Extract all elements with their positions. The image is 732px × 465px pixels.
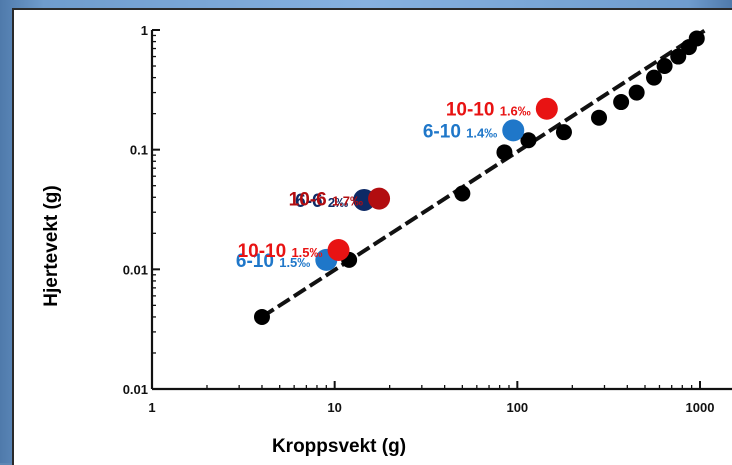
highlight-label: 6-10 1.5‰ <box>236 251 310 272</box>
scatter-chart: 0.010.010.111 10 100 1000 6-10 1.5‰10-10 1.… <box>123 23 732 415</box>
data-point <box>628 84 645 101</box>
x-tick-label: 1 <box>148 400 155 415</box>
highlight-group-label: 6-6 <box>295 191 328 212</box>
highlight-point <box>368 187 391 210</box>
data-point <box>613 94 630 111</box>
highlight-group-label: 10-10 <box>238 241 292 262</box>
data-point <box>496 144 513 161</box>
highlight-label: 6-10 1.4‰ <box>423 121 497 142</box>
data-point <box>591 109 608 126</box>
data-points <box>253 30 705 325</box>
highlight-label: 6-6 2‰ <box>295 191 348 212</box>
chart-panel: 0.01 0.01 0.1 1 1 10 100 1000 6-10 1.5‰ 10-10 1.… <box>12 8 732 465</box>
x-tick-label: 100 <box>506 400 528 415</box>
y-tick-label: 0.01 <box>123 382 148 397</box>
highlight-group-label: 6-10 <box>236 251 279 272</box>
highlight-point <box>535 97 558 120</box>
y-axis-label: Hjertevekt (g) <box>41 185 62 307</box>
highlight-label: 10-10 1.5‰ <box>238 241 323 262</box>
axes: 0.01 0.01 0.1 1 1 10 100 1000 <box>123 23 732 415</box>
highlight-ratio-label: 1.6‰ <box>500 104 531 119</box>
data-point <box>520 132 537 149</box>
highlight-ratio-label: 1.5‰ <box>279 255 310 270</box>
x-axis-label: Kroppsvekt (g) <box>271 436 407 457</box>
highlight-point <box>327 239 350 262</box>
y-tick-label: 0.1 <box>130 143 148 158</box>
trend-line-path <box>260 28 706 319</box>
highlight-ratio-label: 1.7‰ <box>332 194 363 209</box>
highlight-ratio-label: 1.5‰ <box>291 245 322 260</box>
highlighted-points: 6-10 1.5‰10-10 1.5‰6-6 2‰10-6 1.7‰6-10 1… <box>236 97 558 272</box>
data-point <box>646 69 663 86</box>
data-point <box>454 185 471 202</box>
highlight-group-label: 10-10 <box>446 100 500 121</box>
x-tick-label: 1000 <box>686 400 715 415</box>
highlight-group-label: 10-6 <box>289 190 332 211</box>
y-tick-label: 1 <box>141 23 148 38</box>
data-point <box>656 58 673 75</box>
highlight-label: 10-10 1.6‰ <box>446 100 531 121</box>
x-tick-label: 10 <box>327 400 341 415</box>
data-point <box>253 308 270 325</box>
trend-line <box>260 28 706 319</box>
data-point <box>670 48 687 65</box>
highlight-ratio-label: 1.4‰ <box>466 125 497 140</box>
highlight-ratio-label: 2‰ <box>328 195 348 210</box>
data-point <box>688 30 705 47</box>
data-point <box>555 124 572 141</box>
highlight-group-label: 6-10 <box>423 121 466 142</box>
highlight-label: 10-6 1.7‰ <box>289 190 363 211</box>
y-tick-label: 0.01 <box>123 262 148 277</box>
highlight-point <box>502 119 525 142</box>
